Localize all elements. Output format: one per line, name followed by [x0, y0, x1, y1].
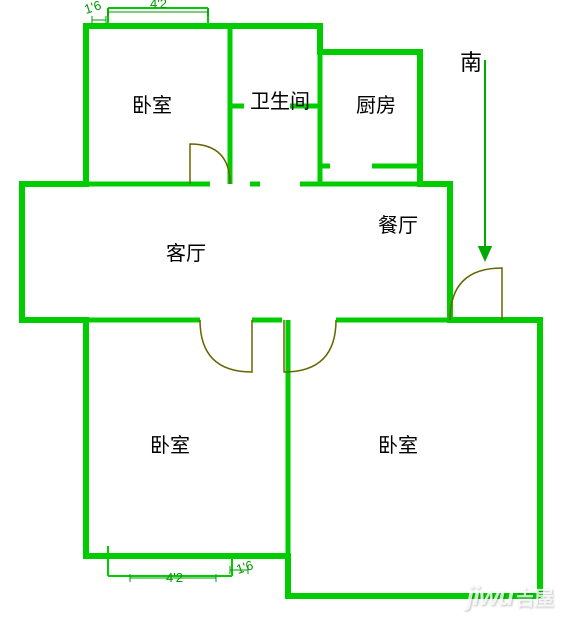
- room-label-living: 客厅: [166, 242, 206, 265]
- door-arc: [284, 320, 336, 372]
- doors: [190, 144, 502, 372]
- compass-label: 南: [460, 50, 482, 75]
- room-label-dining: 餐厅: [378, 214, 418, 237]
- floor-plan-canvas: 南 卧室卫生间厨房餐厅客厅卧室卧室 4'21'64'21'6: [0, 0, 565, 626]
- dimension: 1'6: [82, 0, 106, 24]
- svg-text:1'6: 1'6: [82, 0, 103, 17]
- svg-text:4'2: 4'2: [150, 0, 167, 11]
- south-arrow: [478, 60, 492, 262]
- door-arc: [200, 320, 252, 372]
- room-label-bathroom: 卫生间: [250, 90, 310, 113]
- svg-text:1'6: 1'6: [234, 557, 255, 577]
- door-arc: [450, 268, 502, 320]
- dimension: 4'2: [130, 570, 216, 585]
- room-label-bedroom-bl: 卧室: [150, 434, 190, 457]
- room-label-kitchen: 厨房: [356, 94, 396, 117]
- room-label-bedroom-top: 卧室: [132, 94, 172, 117]
- room-labels: 卧室卫生间厨房餐厅客厅卧室卧室: [132, 90, 418, 457]
- door-arc: [190, 144, 230, 184]
- room-label-bedroom-br: 卧室: [378, 434, 418, 457]
- compass: 南: [460, 50, 492, 262]
- dimension: 1'6: [230, 557, 255, 577]
- svg-text:4'2: 4'2: [166, 570, 183, 585]
